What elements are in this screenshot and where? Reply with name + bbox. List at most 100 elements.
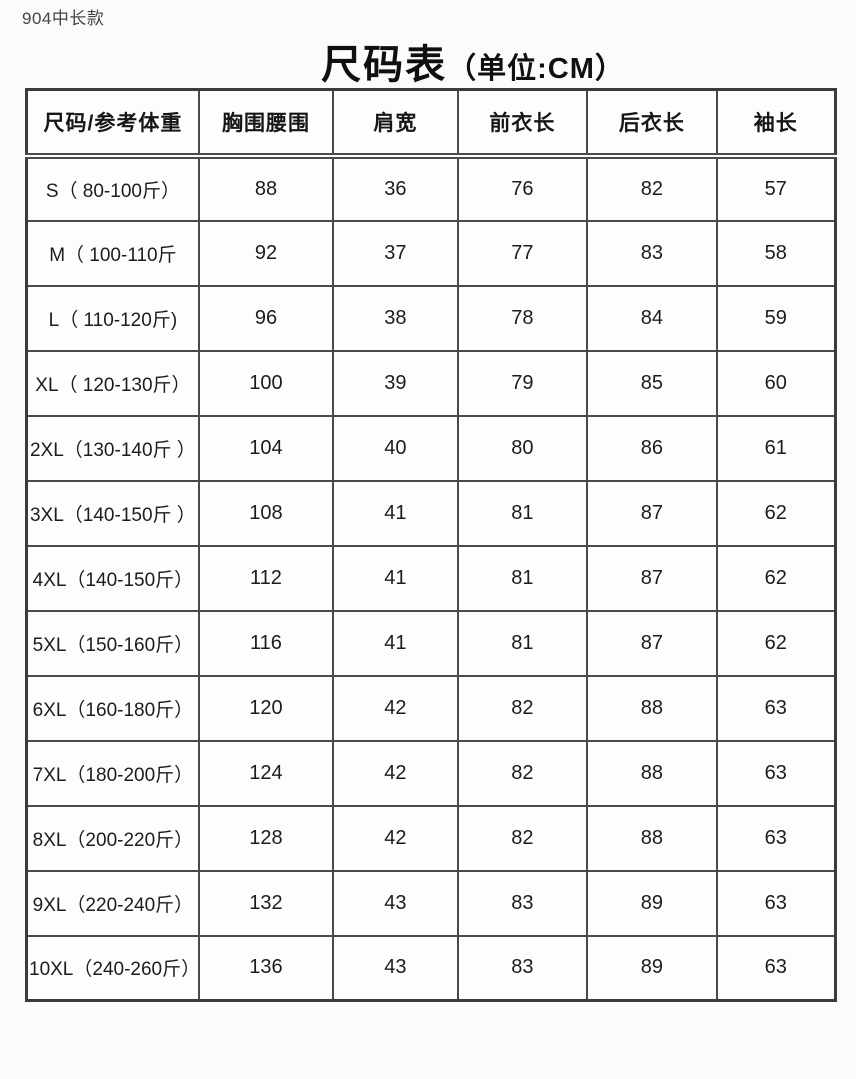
- measurement-cell: 40: [332, 414, 459, 482]
- column-header: 前衣长: [456, 88, 589, 159]
- measurement-cell: 116: [197, 609, 335, 677]
- measurement-cell: 62: [715, 479, 837, 547]
- measurement-cell: 87: [586, 479, 718, 547]
- size-label-cell: 3XL（140-150斤 ）: [25, 479, 200, 547]
- table-row: 3XL（140-150斤 ） 108 41 81 87 62: [25, 479, 837, 547]
- table-row: 10XL（240-260斤） 136 43 83 89 63: [25, 934, 837, 1002]
- table-row: XL（ 120-130斤） 100 39 79 85 60: [25, 349, 837, 417]
- size-label-cell: XL（ 120-130斤）: [25, 349, 200, 417]
- size-label-cell: S（ 80-100斤）: [25, 154, 200, 222]
- measurement-cell: 87: [586, 609, 718, 677]
- measurement-cell: 43: [332, 934, 459, 1002]
- size-label-cell: 10XL（240-260斤）: [25, 934, 200, 1002]
- measurement-cell: 120: [197, 674, 335, 742]
- measurement-cell: 60: [715, 349, 837, 417]
- column-header: 肩宽: [332, 88, 459, 159]
- size-label-cell: 9XL（220-240斤）: [25, 869, 200, 937]
- size-label-cell: 7XL（180-200斤）: [25, 739, 200, 807]
- measurement-cell: 59: [715, 284, 837, 352]
- measurement-cell: 82: [456, 739, 589, 807]
- measurement-cell: 88: [586, 674, 718, 742]
- measurement-cell: 82: [586, 154, 718, 222]
- measurement-cell: 84: [586, 284, 718, 352]
- measurement-cell: 81: [456, 544, 589, 612]
- table-row: 4XL（140-150斤） 112 41 81 87 62: [25, 544, 837, 612]
- header-row: 尺码/参考体重 胸围腰围 肩宽 前衣长 后衣长 袖长: [25, 88, 837, 159]
- measurement-cell: 63: [715, 869, 837, 937]
- size-table-body: S（ 80-100斤） 88 36 76 82 57 M（ 100-110斤 92 37 77 83…: [25, 154, 837, 1002]
- page-title-text: 尺码表: [321, 43, 448, 87]
- measurement-cell: 76: [456, 154, 589, 222]
- measurement-cell: 82: [456, 674, 589, 742]
- measurement-cell: 61: [715, 414, 837, 482]
- size-label-cell: M（ 100-110斤: [25, 219, 200, 287]
- measurement-cell: 63: [715, 934, 837, 1002]
- table-row: 6XL（160-180斤） 120 42 82 88 63: [25, 674, 837, 742]
- measurement-cell: 80: [456, 414, 589, 482]
- measurement-cell: 41: [332, 609, 459, 677]
- table-row: S（ 80-100斤） 88 36 76 82 57: [25, 154, 837, 222]
- measurement-cell: 86: [586, 414, 718, 482]
- measurement-cell: 37: [332, 219, 459, 287]
- table-row: L（ 110-120斤) 96 38 78 84 59: [25, 284, 837, 352]
- table-row: 2XL（130-140斤 ） 104 40 80 86 61: [25, 414, 837, 482]
- table-row: 8XL（200-220斤） 128 42 82 88 63: [25, 804, 837, 872]
- page-title: 尺码表（单位:CM）: [67, 32, 856, 90]
- measurement-cell: 62: [715, 609, 837, 677]
- measurement-cell: 41: [332, 544, 459, 612]
- measurement-cell: 112: [197, 544, 335, 612]
- page-title-unit: （单位:CM）: [447, 53, 625, 85]
- measurement-cell: 63: [715, 804, 837, 872]
- measurement-cell: 96: [197, 284, 335, 352]
- measurement-cell: 77: [456, 219, 589, 287]
- measurement-cell: 89: [586, 869, 718, 937]
- measurement-cell: 104: [197, 414, 335, 482]
- measurement-cell: 124: [197, 739, 335, 807]
- measurement-cell: 81: [456, 479, 589, 547]
- measurement-cell: 58: [715, 219, 837, 287]
- measurement-cell: 88: [586, 739, 718, 807]
- measurement-cell: 108: [197, 479, 335, 547]
- size-label-cell: 5XL（150-160斤）: [25, 609, 200, 677]
- column-header: 尺码/参考体重: [25, 88, 200, 159]
- measurement-cell: 128: [197, 804, 335, 872]
- measurement-cell: 42: [332, 674, 459, 742]
- column-header: 胸围腰围: [197, 88, 335, 159]
- measurement-cell: 41: [332, 479, 459, 547]
- measurement-cell: 132: [197, 869, 335, 937]
- measurement-cell: 63: [715, 739, 837, 807]
- model-label: 904中长款: [22, 9, 105, 28]
- size-label-cell: 4XL（140-150斤）: [25, 544, 200, 612]
- measurement-cell: 81: [456, 609, 589, 677]
- measurement-cell: 89: [586, 934, 718, 1002]
- measurement-cell: 42: [332, 804, 459, 872]
- measurement-cell: 36: [332, 154, 459, 222]
- measurement-cell: 43: [332, 869, 459, 937]
- measurement-cell: 83: [456, 869, 589, 937]
- measurement-cell: 83: [586, 219, 718, 287]
- measurement-cell: 88: [197, 154, 335, 222]
- column-header: 后衣长: [586, 88, 718, 159]
- measurement-cell: 83: [456, 934, 589, 1002]
- measurement-cell: 78: [456, 284, 589, 352]
- table-row: M（ 100-110斤 92 37 77 83 58: [25, 219, 837, 287]
- measurement-cell: 100: [197, 349, 335, 417]
- measurement-cell: 42: [332, 739, 459, 807]
- size-chart-table: 尺码/参考体重 胸围腰围 肩宽 前衣长 后衣长 袖长 S（ 80-100斤） 88 36 76 8…: [25, 88, 837, 1002]
- measurement-cell: 79: [456, 349, 589, 417]
- measurement-cell: 82: [456, 804, 589, 872]
- measurement-cell: 87: [586, 544, 718, 612]
- table-row: 7XL（180-200斤） 124 42 82 88 63: [25, 739, 837, 807]
- measurement-cell: 88: [586, 804, 718, 872]
- size-label-cell: 8XL（200-220斤）: [25, 804, 200, 872]
- table-row: 9XL（220-240斤） 132 43 83 89 63: [25, 869, 837, 937]
- measurement-cell: 62: [715, 544, 837, 612]
- table-row: 5XL（150-160斤） 116 41 81 87 62: [25, 609, 837, 677]
- measurement-cell: 136: [197, 934, 335, 1002]
- size-label-cell: 2XL（130-140斤 ）: [25, 414, 200, 482]
- measurement-cell: 63: [715, 674, 837, 742]
- size-label-cell: 6XL（160-180斤）: [25, 674, 200, 742]
- measurement-cell: 92: [197, 219, 335, 287]
- column-header: 袖长: [715, 88, 837, 159]
- measurement-cell: 39: [332, 349, 459, 417]
